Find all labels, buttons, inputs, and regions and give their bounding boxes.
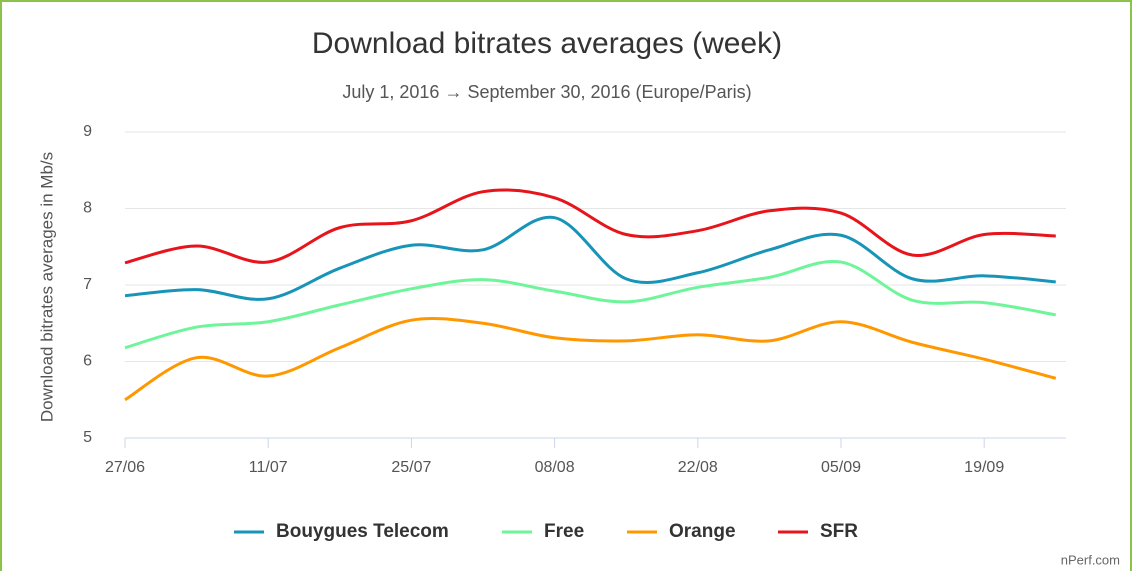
x-tick-label: 08/08: [535, 459, 575, 476]
x-tick-label: 05/09: [821, 459, 861, 476]
series-line: [124, 259, 1057, 350]
legend-label: Bouygues Telecom: [276, 521, 449, 542]
x-tick-label: 27/06: [105, 459, 145, 476]
chart-title: Download bitrates averages (week): [312, 27, 782, 60]
y-tick-label: 6: [83, 353, 92, 370]
y-tick-label: 7: [83, 276, 92, 293]
x-tick-label: 25/07: [391, 459, 431, 476]
x-tick-label: 19/09: [964, 459, 1004, 476]
y-tick-label: 5: [83, 429, 92, 446]
y-tick-label: 9: [83, 123, 92, 140]
series-line: [124, 188, 1056, 265]
legend-label: Orange: [669, 521, 736, 542]
legend-label: Free: [544, 521, 584, 542]
x-tick-label: 22/08: [678, 459, 718, 476]
chart-subtitle: July 1, 2016 → September 30, 2016 (Europ…: [342, 82, 751, 102]
y-tick-label: 8: [83, 200, 92, 217]
series-line: [124, 317, 1057, 402]
legend-label: SFR: [820, 521, 858, 542]
x-tick-label: 11/07: [249, 459, 288, 476]
series-line: [124, 215, 1056, 301]
y-axis-label: Download bitrates averages in Mb/s: [37, 152, 56, 422]
credit: nPerf.com: [1061, 552, 1120, 567]
